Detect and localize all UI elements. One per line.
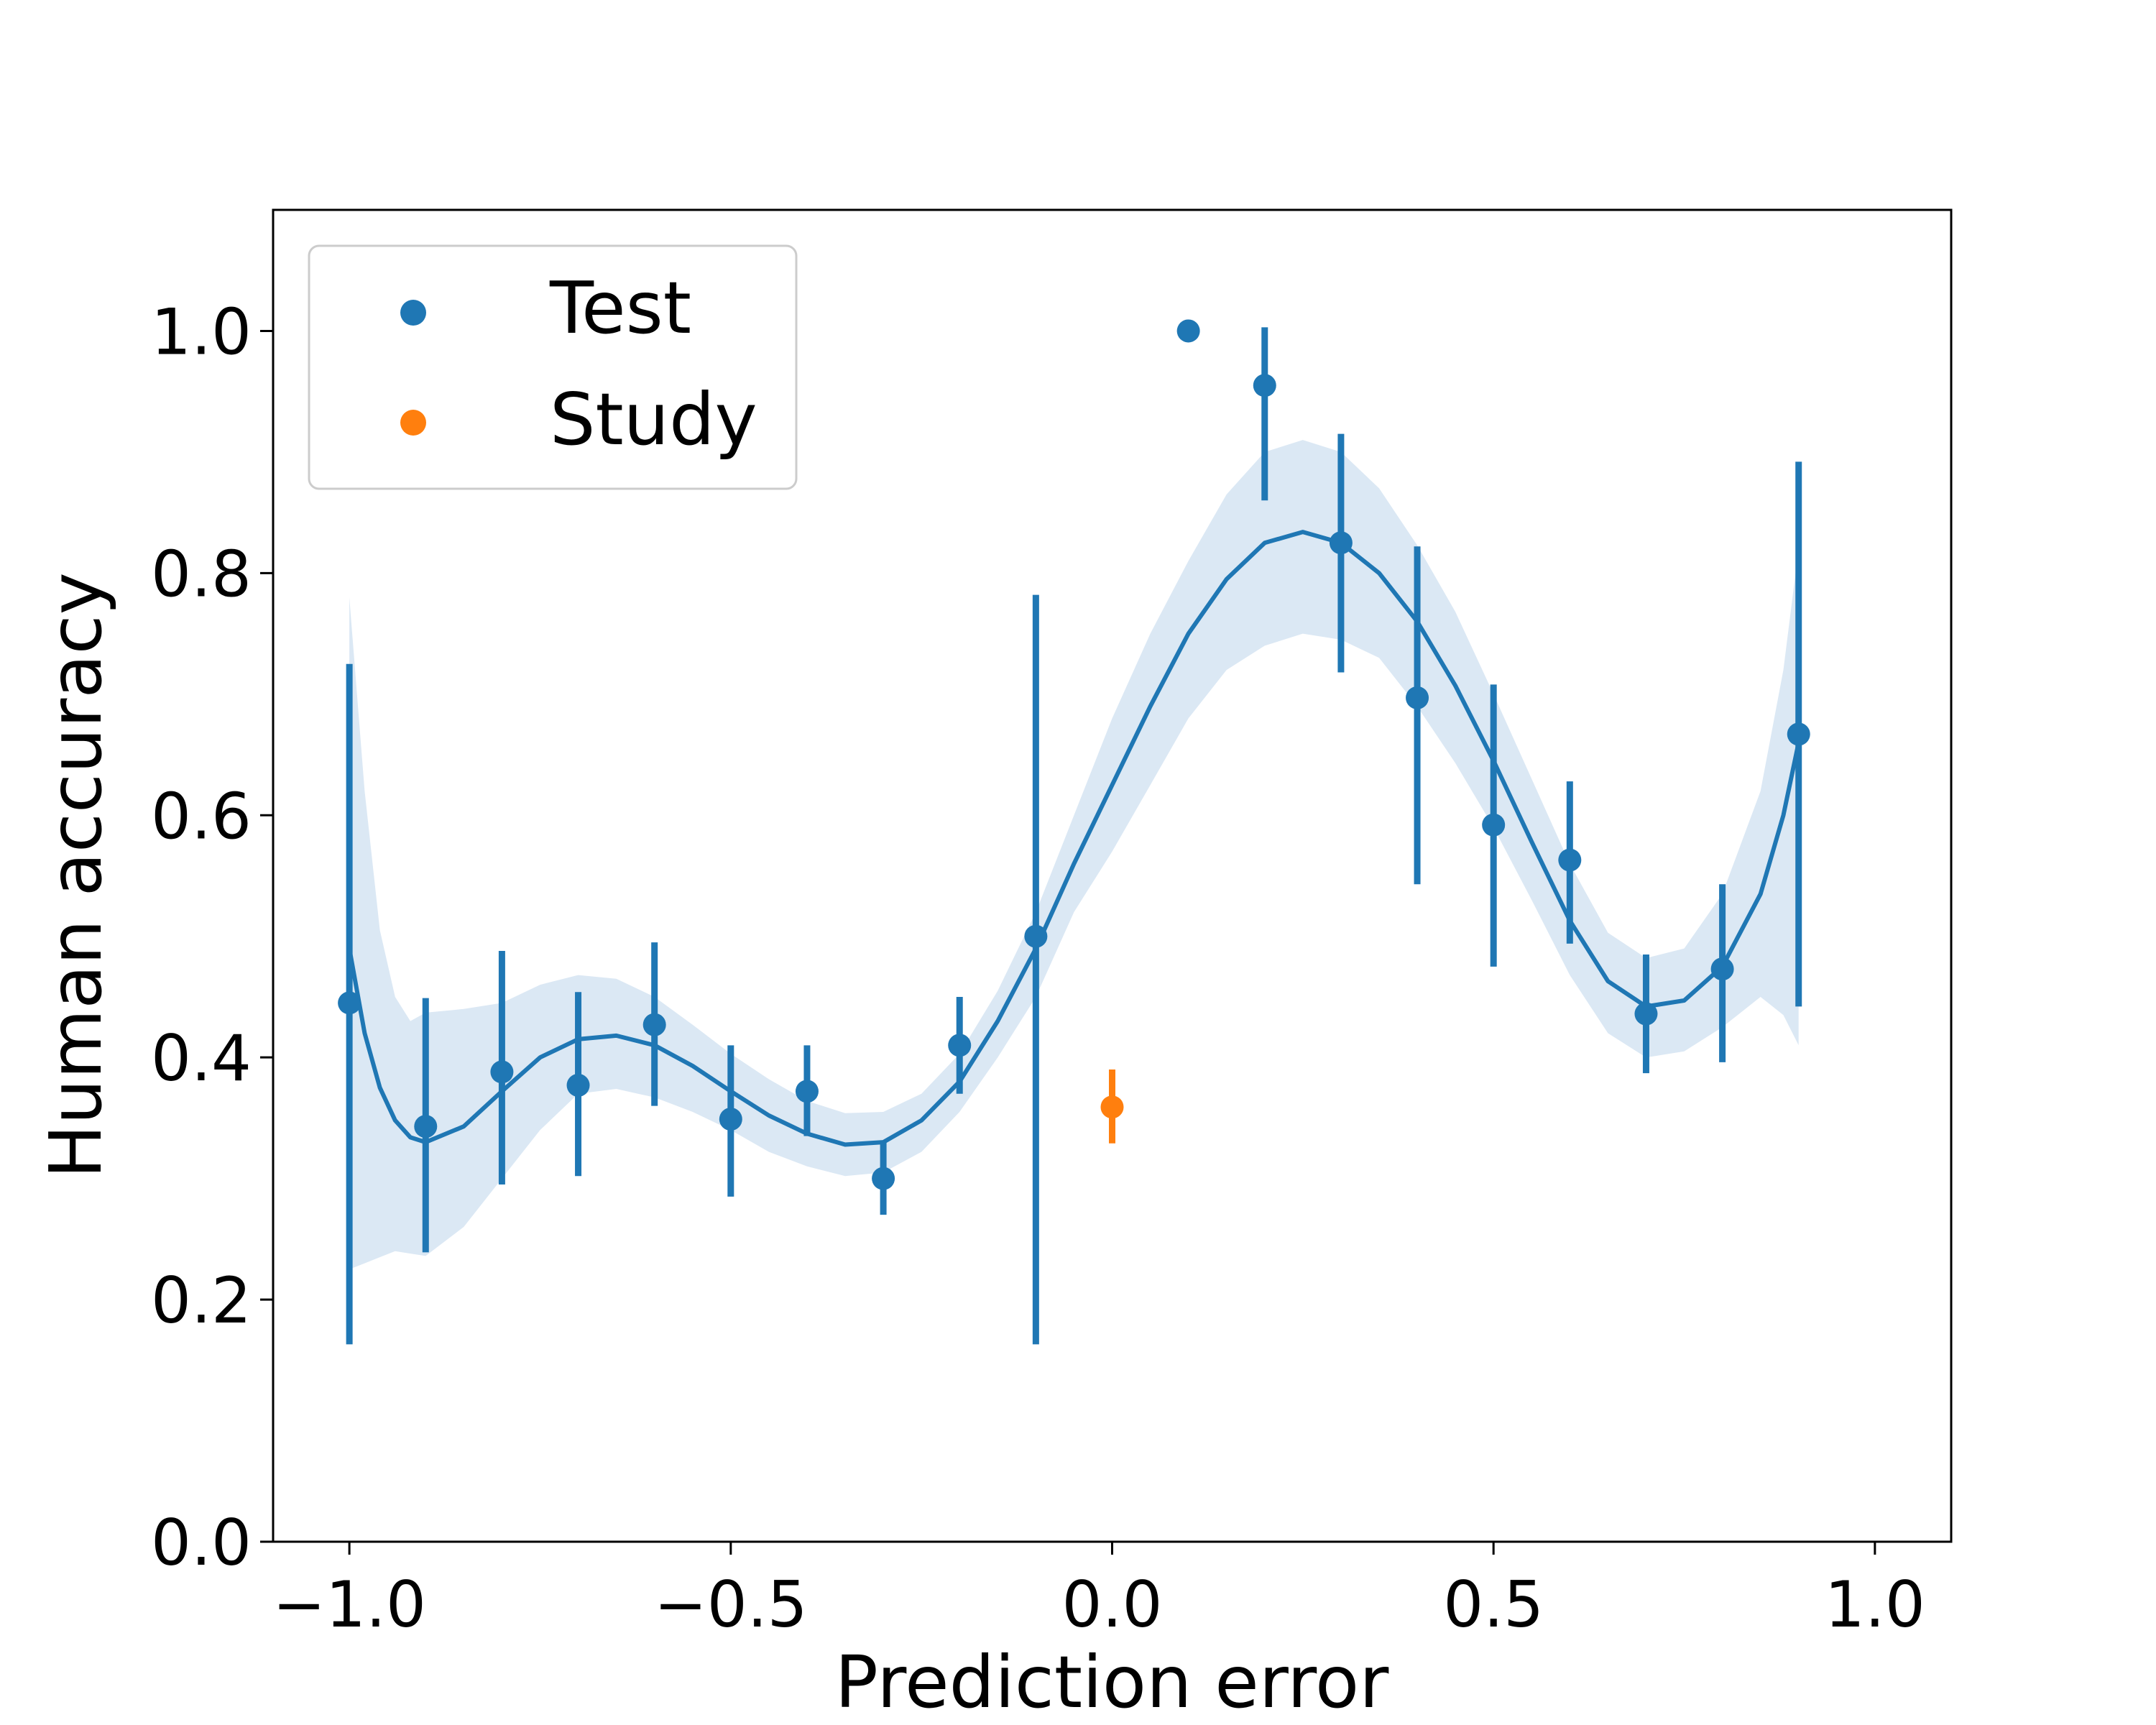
legend-box (308, 244, 798, 490)
data-point (1024, 924, 1048, 948)
legend-label-study: Study (550, 377, 757, 461)
data-point (566, 1073, 590, 1097)
y-tick-label: 0.0 (151, 1506, 252, 1580)
data-point (795, 1080, 819, 1103)
y-tick-label: 1.0 (151, 295, 252, 369)
data-point (490, 1060, 514, 1084)
data-point (1176, 319, 1200, 343)
data-point (1329, 531, 1353, 555)
data-point (414, 1115, 438, 1138)
plot-area (338, 319, 1810, 1345)
data-point (1482, 813, 1506, 837)
data-point (1406, 686, 1429, 709)
x-tick-label: 0.0 (1062, 1568, 1163, 1642)
y-tick-label: 0.2 (151, 1264, 252, 1338)
legend-marker-test (400, 300, 426, 326)
x-tick-label: 0.5 (1443, 1568, 1544, 1642)
y-axis-label: Human accuracy (34, 572, 118, 1179)
y-tick-label: 0.4 (151, 1021, 252, 1095)
x-axis: −1.0 −0.5 0.0 0.5 1.0 (272, 1542, 1925, 1642)
data-point (1787, 722, 1810, 746)
data-point (1710, 957, 1734, 981)
legend-marker-study (400, 410, 426, 436)
legend: Test Study (308, 244, 798, 490)
x-tick-label: 1.0 (1825, 1568, 1925, 1642)
data-point (1558, 848, 1582, 872)
data-point (1253, 374, 1276, 397)
data-point (338, 991, 361, 1015)
y-axis: 0.0 0.2 0.4 0.6 0.8 1.0 (151, 295, 273, 1580)
y-tick-label: 0.6 (151, 779, 252, 853)
data-point (1634, 1002, 1658, 1026)
series-study (1100, 1070, 1124, 1144)
x-axis-label: Prediction error (835, 1640, 1390, 1724)
x-tick-label: −0.5 (654, 1568, 808, 1642)
legend-label-test: Test (549, 266, 691, 350)
data-point (872, 1167, 895, 1190)
x-tick-label: −1.0 (272, 1568, 426, 1642)
confidence-band (349, 440, 1799, 1269)
data-point (948, 1034, 972, 1057)
series-test (338, 319, 1810, 1345)
data-point (642, 1013, 666, 1036)
data-point (1100, 1095, 1124, 1119)
y-tick-label: 0.8 (151, 537, 252, 611)
data-point (719, 1108, 742, 1131)
